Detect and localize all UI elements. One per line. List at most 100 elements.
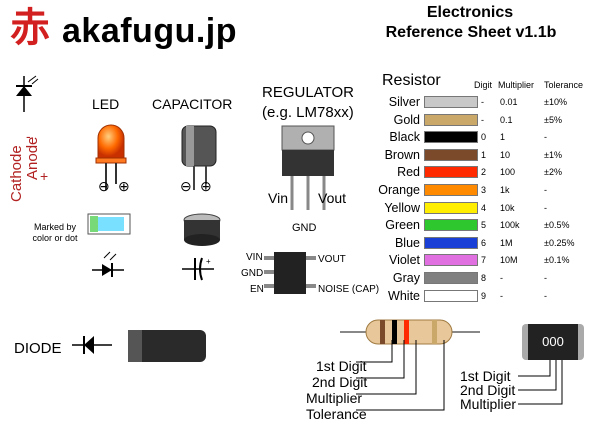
tolerance-value: ±10% xyxy=(544,97,567,107)
regulator-vout: Vout xyxy=(318,190,347,206)
regulator-gnd: GND xyxy=(292,222,317,234)
svg-text:+: + xyxy=(206,257,211,266)
diode-title: DIODE xyxy=(14,340,62,357)
reg-pin-vin: VIN xyxy=(246,252,263,263)
tolerance-value: ±5% xyxy=(544,114,562,125)
smd-label-2nd-digit: 2nd Digit xyxy=(460,382,516,398)
digit-value: 0 xyxy=(481,132,487,143)
multiplier-value: 1M xyxy=(500,237,513,248)
color-swatch xyxy=(424,166,478,179)
digit-value: 7 xyxy=(481,255,487,266)
digit-value: 9 xyxy=(481,290,487,301)
digit-value: 2 xyxy=(481,167,487,178)
sheet-title: Electronics xyxy=(426,4,514,21)
to220-regulator-icon xyxy=(281,125,335,210)
smd-diode-icon xyxy=(128,330,206,362)
band-label-multiplier: Multiplier xyxy=(306,390,363,406)
resistor-row-red: Red 2 100 ±2% xyxy=(376,164,598,181)
tolerance-value: - xyxy=(544,273,547,283)
tolerance-value: ±1% xyxy=(544,149,562,160)
multiplier-value: - xyxy=(500,290,503,301)
color-name: Silver xyxy=(388,95,420,109)
color-name: Yellow xyxy=(384,200,420,215)
color-swatch xyxy=(424,219,478,232)
polarity-section: Cathode Anode - + xyxy=(0,70,60,210)
color-name: Blue xyxy=(394,235,420,250)
capacitor-title: CAPACITOR xyxy=(152,96,233,112)
multiplier-value: 1 xyxy=(500,132,506,143)
led-minus: ⊖ xyxy=(98,178,110,194)
color-name: Black xyxy=(389,130,420,145)
led-title: LED xyxy=(92,96,120,112)
tolerance-value: ±0.25% xyxy=(544,237,575,248)
multiplier-value: 100k xyxy=(500,220,520,231)
color-swatch xyxy=(424,113,478,126)
reg-pin-gnd: GND xyxy=(241,268,264,279)
smd-resistor: 000 xyxy=(522,324,584,360)
multiplier-value: 10 xyxy=(500,149,511,160)
multiplier-value: 10k xyxy=(500,202,515,213)
digit-value: 8 xyxy=(481,273,487,283)
regulator-vin: Vin xyxy=(268,190,288,206)
digit-value: - xyxy=(481,114,484,125)
col-digit: Digit xyxy=(474,80,493,90)
through-hole-resistor-icon xyxy=(340,319,480,345)
color-swatch xyxy=(424,96,478,108)
led-component-icon xyxy=(95,124,127,190)
capacitor-schematic-icon: + xyxy=(182,257,214,281)
color-swatch xyxy=(424,131,478,144)
smd-led-icon xyxy=(87,213,131,235)
tolerance-value: ±0.1% xyxy=(544,255,570,266)
band-label-tolerance: Tolerance xyxy=(306,406,367,422)
cathode-label: Cathode xyxy=(8,145,25,202)
regulator-subtitle: (e.g. LM78xx) xyxy=(262,104,354,121)
tolerance-value: ±2% xyxy=(544,167,562,178)
cathode-minus: - xyxy=(26,128,31,144)
multiplier-value: 1k xyxy=(500,185,510,195)
digit-value: 4 xyxy=(481,202,487,213)
color-swatch xyxy=(424,289,478,302)
brand-kanji: 赤 xyxy=(10,4,50,51)
multiplier-value: 0.01 xyxy=(500,97,518,107)
resistor-row-violet: Violet 7 10M ±0.1% xyxy=(376,252,598,269)
color-name: Brown xyxy=(384,147,420,162)
tolerance-value: - xyxy=(544,132,547,143)
color-name: Gray xyxy=(392,271,420,285)
color-swatch xyxy=(424,272,478,284)
resistor-row-silver: Silver - 0.01 ±10% xyxy=(376,94,598,111)
resistor-row-yellow: Yellow 4 10k - xyxy=(376,200,598,217)
resistor-row-brown: Brown 1 10 ±1% xyxy=(376,147,598,164)
led-plus: ⊕ xyxy=(118,178,130,194)
digit-value: 5 xyxy=(481,220,487,231)
color-swatch xyxy=(424,148,478,161)
electrolytic-capacitor-icon xyxy=(181,125,217,190)
resistor-row-green: Green 5 100k ±0.5% xyxy=(376,217,598,234)
smd-label-multiplier: Multiplier xyxy=(460,396,517,412)
color-name: White xyxy=(388,288,420,303)
led-schematic-icon xyxy=(92,251,124,277)
multiplier-value: 10M xyxy=(500,255,518,266)
color-name: Orange xyxy=(378,183,420,197)
col-multiplier: Multiplier xyxy=(498,80,535,90)
brand-site-name: akafugu.jp xyxy=(62,12,238,50)
reg-pin-vout: VOUT xyxy=(318,254,346,265)
color-swatch xyxy=(424,201,478,214)
multiplier-value: 0.1 xyxy=(500,114,513,125)
color-name: Gold xyxy=(393,112,420,127)
reg-pin-noise: NOISE (CAP) xyxy=(318,284,380,295)
color-swatch xyxy=(424,184,478,196)
resistor-row-orange: Orange 3 1k - xyxy=(376,182,598,199)
color-name: Violet xyxy=(388,253,420,268)
digit-value: 1 xyxy=(481,149,487,160)
tolerance-value: - xyxy=(544,290,547,301)
resistor-band-arrows xyxy=(356,340,445,411)
digit-value: 3 xyxy=(481,185,487,195)
band-label-1st-digit: 1st Digit xyxy=(316,358,367,374)
smd-label-1st-digit: 1st Digit xyxy=(460,368,511,384)
tolerance-value: - xyxy=(544,202,547,213)
tolerance-value: ±0.5% xyxy=(544,220,570,231)
sheet-subtitle: Reference Sheet v1.1b xyxy=(385,24,557,41)
color-name: Green xyxy=(385,218,420,233)
band-label-2nd-digit: 2nd Digit xyxy=(312,374,368,390)
col-tolerance: Tolerance xyxy=(544,80,584,90)
